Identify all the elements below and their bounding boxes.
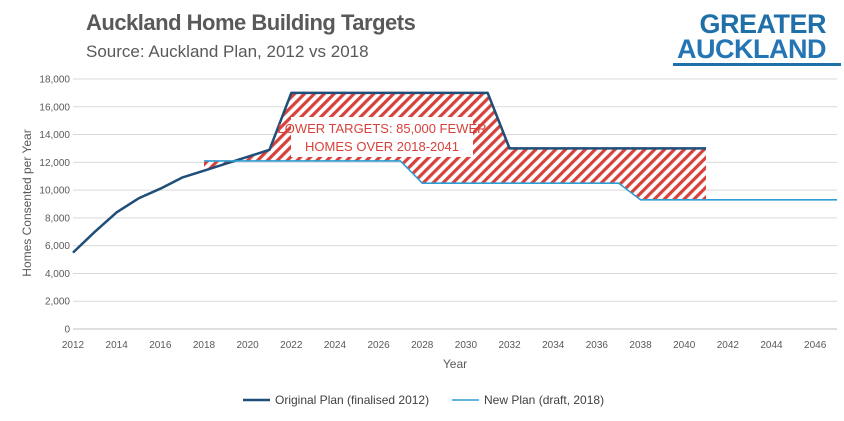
x-tick-label: 2022 <box>280 340 303 351</box>
x-tick-label: 2030 <box>455 340 478 351</box>
x-tick-label: 2026 <box>367 340 390 351</box>
legend-label-original: Original Plan (finalised 2012) <box>275 393 429 407</box>
y-tick-labels: 0 2,000 4,000 6,000 8,000 10,000 12,000 14,000 1… <box>39 75 70 336</box>
y-tick-label: 18,000 <box>39 75 70 86</box>
x-tick-label: 2040 <box>673 340 696 351</box>
chart-title: Auckland Home Building Targets <box>86 10 416 35</box>
x-tick-label: 2044 <box>760 340 783 351</box>
series-lines <box>72 91 837 254</box>
annotation-line-1: LOWER TARGETS: 85,000 FEWER <box>277 121 486 136</box>
x-tick-label: 2038 <box>629 340 652 351</box>
series-new-plan-line <box>204 160 837 201</box>
y-tick-label: 14,000 <box>39 130 70 141</box>
logo-line-2: AUCKLAND <box>677 34 826 64</box>
y-axis-label: Homes Consented per Year <box>20 129 34 276</box>
y-tick-label: 4,000 <box>45 269 70 280</box>
x-tick-label: 2042 <box>717 340 740 351</box>
series-original-plan-line <box>72 91 706 254</box>
x-tick-label: 2036 <box>586 340 609 351</box>
x-tick-label: 2016 <box>149 340 172 351</box>
logo-underline <box>673 63 842 66</box>
y-tick-label: 12,000 <box>39 158 70 169</box>
y-tick-label: 10,000 <box>39 186 70 197</box>
chart-subtitle: Source: Auckland Plan, 2012 vs 2018 <box>86 42 369 61</box>
y-tick-label: 8,000 <box>45 213 70 224</box>
annotation-background <box>291 117 473 157</box>
logo-line-1: GREATER <box>699 9 826 39</box>
greater-auckland-logo: GREATER AUCKLAND <box>673 9 842 66</box>
x-tick-label: 2024 <box>324 340 347 351</box>
legend: Original Plan (finalised 2012) New Plan … <box>243 393 604 407</box>
x-tick-label: 2014 <box>106 340 129 351</box>
y-tick-label: 0 <box>64 325 70 336</box>
x-axis-label: Year <box>443 357 467 371</box>
annotation-line-2: HOMES OVER 2018-2041 <box>305 139 459 154</box>
legend-label-new: New Plan (draft, 2018) <box>484 393 604 407</box>
y-tick-label: 2,000 <box>45 297 70 308</box>
x-tick-labels: 2012 2014 2016 2018 2020 2022 2024 2026 2028 2030… <box>62 340 827 351</box>
x-tick-label: 2012 <box>62 340 85 351</box>
x-tick-label: 2032 <box>498 340 521 351</box>
y-tick-label: 6,000 <box>45 241 70 252</box>
x-tick-label: 2034 <box>542 340 565 351</box>
x-tick-label: 2028 <box>411 340 434 351</box>
x-tick-label: 2018 <box>193 340 216 351</box>
x-tick-label: 2046 <box>804 340 827 351</box>
y-tick-label: 16,000 <box>39 102 70 113</box>
x-tick-label: 2020 <box>237 340 260 351</box>
